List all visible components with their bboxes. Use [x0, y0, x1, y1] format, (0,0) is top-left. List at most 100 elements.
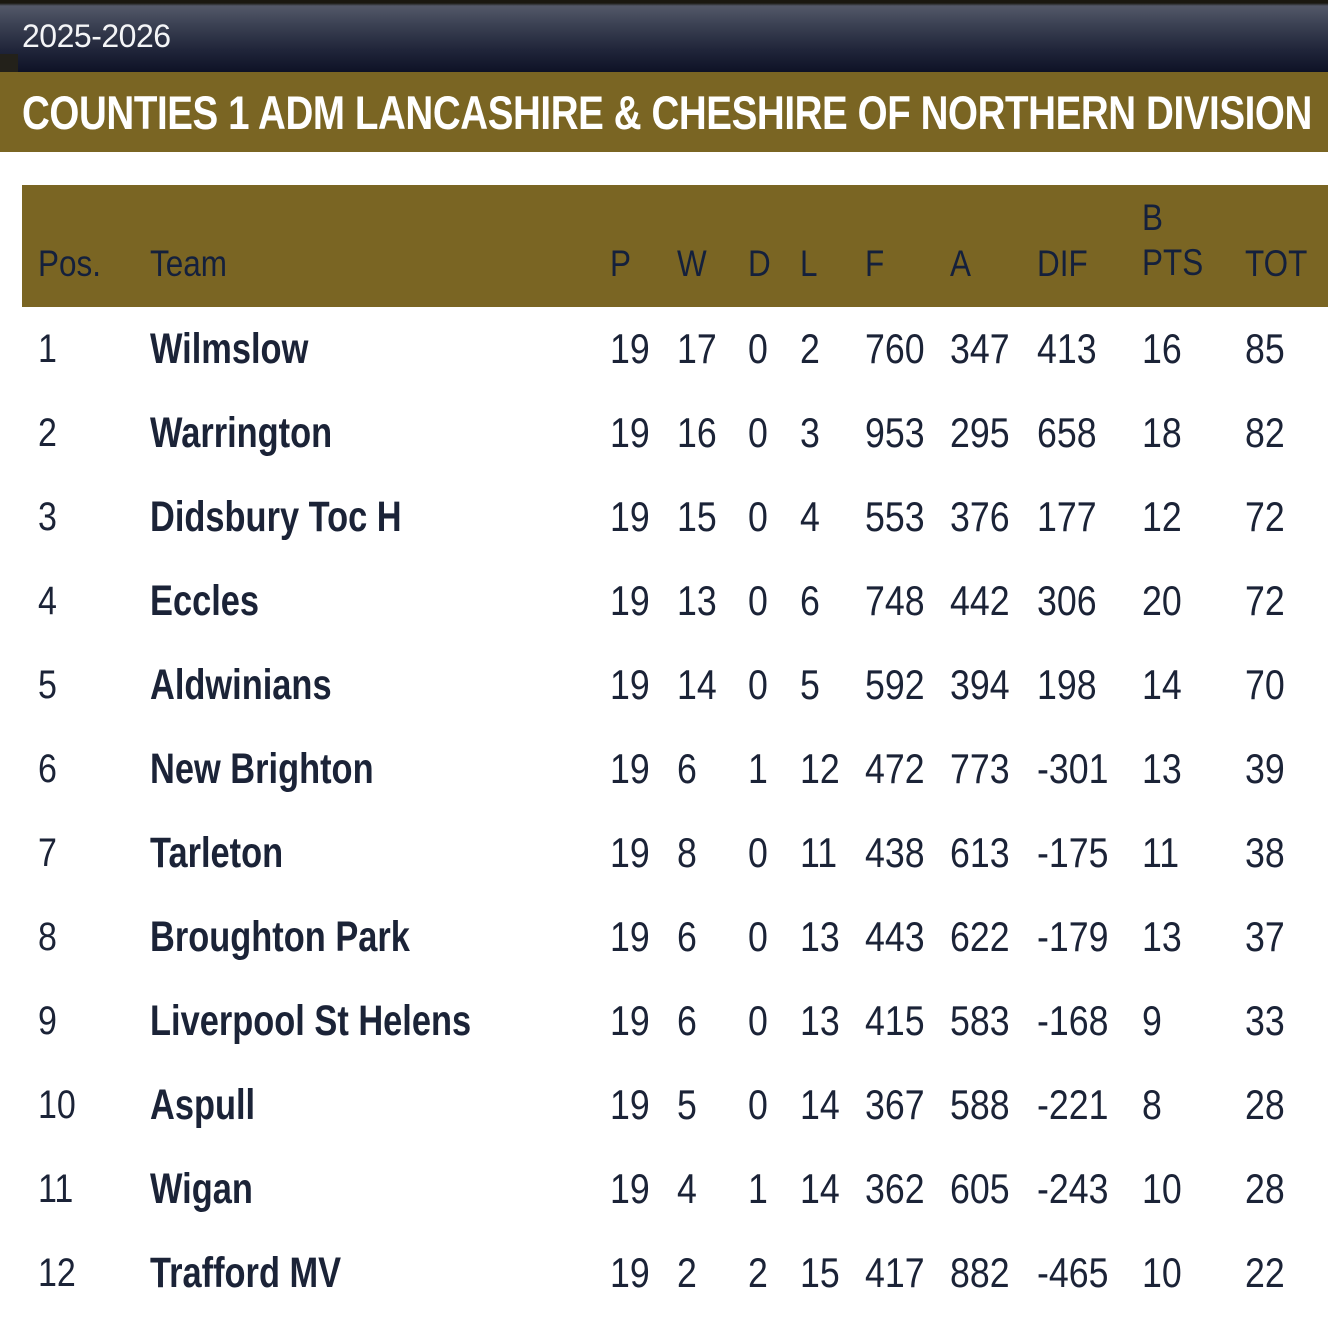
cell-lost: 3	[800, 409, 820, 456]
team-name: Tarleton	[150, 828, 284, 877]
cell-won: 14	[677, 661, 717, 708]
cell-pos: 2	[38, 410, 57, 455]
table-row: 1 Wilmslow 19 17 0 2 760 347 413 16 85	[0, 307, 1328, 391]
cell-total: 39	[1245, 745, 1285, 792]
cell-pos: 8	[38, 914, 57, 959]
cell-pos: 1	[38, 326, 57, 371]
cell-pos: 7	[38, 830, 57, 875]
cell-played: 19	[610, 409, 650, 456]
cell-drawn: 1	[748, 1165, 768, 1212]
col-header-against: A	[950, 243, 971, 285]
cell-lost: 4	[800, 493, 820, 540]
cell-for: 415	[865, 997, 925, 1044]
cell-diff: 413	[1037, 325, 1097, 372]
team-name: Broughton Park	[150, 912, 410, 961]
cell-bonus-points: 9	[1142, 997, 1162, 1044]
cell-against: 773	[950, 745, 1010, 792]
cell-played: 19	[610, 325, 650, 372]
table-row: 12 Trafford MV 19 2 2 15 417 882 -465 10…	[0, 1231, 1328, 1315]
cell-won: 4	[677, 1165, 697, 1212]
division-title: COUNTIES 1 ADM LANCASHIRE & CHESHIRE OF …	[22, 85, 1312, 139]
col-header-bonus-points-line1: B	[1142, 196, 1163, 238]
cell-won: 6	[677, 997, 697, 1044]
cell-diff: -168	[1037, 997, 1109, 1044]
cell-for: 417	[865, 1249, 925, 1296]
cell-bonus-points: 16	[1142, 325, 1182, 372]
cell-bonus-points: 10	[1142, 1165, 1182, 1212]
cell-bonus-points: 10	[1142, 1249, 1182, 1296]
cell-played: 19	[610, 1081, 650, 1128]
table-row: 2 Warrington 19 16 0 3 953 295 658 18 82	[0, 391, 1328, 475]
team-name: Aspull	[150, 1080, 256, 1129]
cell-played: 19	[610, 745, 650, 792]
cell-total: 82	[1245, 409, 1285, 456]
cell-lost: 12	[800, 745, 840, 792]
cell-drawn: 0	[748, 829, 768, 876]
cell-for: 472	[865, 745, 925, 792]
cell-total: 28	[1245, 1165, 1285, 1212]
table-row: 3 Didsbury Toc H 19 15 0 4 553 376 177 1…	[0, 475, 1328, 559]
cell-pos: 10	[38, 1082, 76, 1127]
division-banner: COUNTIES 1 ADM LANCASHIRE & CHESHIRE OF …	[0, 72, 1328, 152]
cell-for: 362	[865, 1165, 925, 1212]
cell-drawn: 0	[748, 577, 768, 624]
cell-total: 22	[1245, 1249, 1285, 1296]
cell-for: 443	[865, 913, 925, 960]
cell-total: 85	[1245, 325, 1285, 372]
table-header: Pos. Team P W D L F A DIF B PTS TOT	[22, 185, 1328, 307]
cell-played: 19	[610, 997, 650, 1044]
cell-pos: 4	[38, 578, 57, 623]
cell-against: 605	[950, 1165, 1010, 1212]
cell-total: 72	[1245, 577, 1285, 624]
cell-lost: 6	[800, 577, 820, 624]
cell-lost: 2	[800, 325, 820, 372]
cell-bonus-points: 8	[1142, 1081, 1162, 1128]
cell-for: 760	[865, 325, 925, 372]
season-bar: 2025-2026	[0, 0, 1328, 72]
cell-against: 295	[950, 409, 1010, 456]
cell-pos: 12	[38, 1250, 76, 1295]
cell-against: 588	[950, 1081, 1010, 1128]
cell-played: 19	[610, 1165, 650, 1212]
season-label: 2025-2026	[22, 17, 171, 54]
cell-diff: 658	[1037, 409, 1097, 456]
col-header-diff: DIF	[1037, 243, 1088, 285]
cell-lost: 14	[800, 1165, 840, 1212]
cell-diff: -465	[1037, 1249, 1109, 1296]
table-row: 8 Broughton Park 19 6 0 13 443 622 -179 …	[0, 895, 1328, 979]
cell-against: 583	[950, 997, 1010, 1044]
cell-diff: -175	[1037, 829, 1109, 876]
cell-drawn: 0	[748, 997, 768, 1044]
cell-for: 748	[865, 577, 925, 624]
cell-diff: 177	[1037, 493, 1097, 540]
col-header-for: F	[865, 243, 885, 285]
cell-won: 8	[677, 829, 697, 876]
cell-for: 592	[865, 661, 925, 708]
cell-diff: 198	[1037, 661, 1097, 708]
col-header-lost: L	[800, 243, 818, 285]
cell-against: 394	[950, 661, 1010, 708]
cell-won: 6	[677, 913, 697, 960]
table-row: 11 Wigan 19 4 1 14 362 605 -243 10 28	[0, 1147, 1328, 1231]
col-header-won: W	[677, 243, 707, 285]
col-header-total: TOT	[1245, 243, 1308, 285]
col-header-bonus-points-line2: PTS	[1142, 241, 1204, 283]
cell-bonus-points: 14	[1142, 661, 1182, 708]
cell-total: 33	[1245, 997, 1285, 1044]
cell-diff: -243	[1037, 1165, 1109, 1212]
cell-won: 6	[677, 745, 697, 792]
cell-total: 28	[1245, 1081, 1285, 1128]
cell-played: 19	[610, 829, 650, 876]
table-row: 4 Eccles 19 13 0 6 748 442 306 20 72	[0, 559, 1328, 643]
team-name: Trafford MV	[150, 1248, 342, 1297]
team-name: Wilmslow	[150, 324, 309, 373]
cell-won: 16	[677, 409, 717, 456]
cell-lost: 14	[800, 1081, 840, 1128]
cell-lost: 11	[800, 829, 838, 876]
cell-won: 17	[677, 325, 717, 372]
col-header-bonus-points: B PTS	[1142, 195, 1230, 285]
cell-diff: -221	[1037, 1081, 1109, 1128]
cell-played: 19	[610, 1249, 650, 1296]
cell-won: 2	[677, 1249, 697, 1296]
team-name: Aldwinians	[150, 660, 332, 709]
